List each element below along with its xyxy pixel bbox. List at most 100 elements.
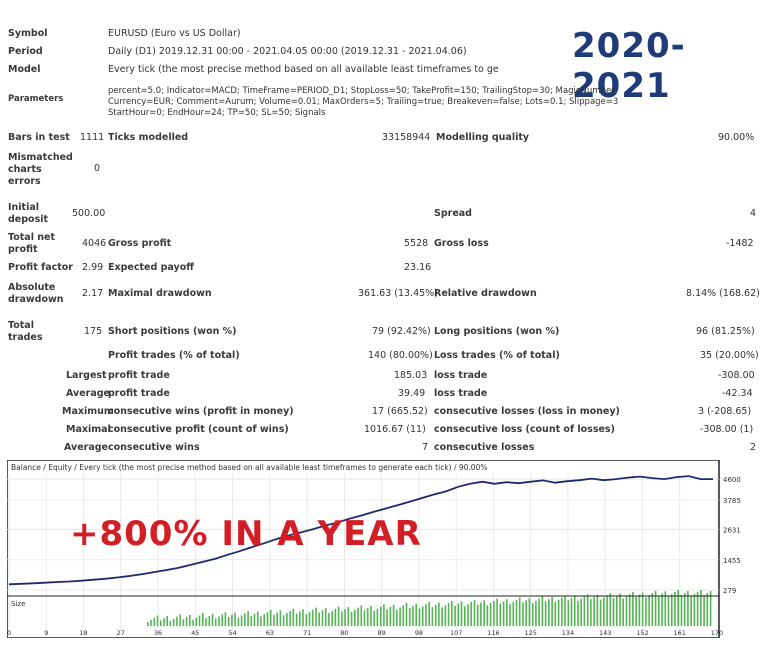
chart-grid <box>7 474 719 636</box>
volume-bar <box>402 605 405 626</box>
report-row-bars: Bars in test 1111 Ticks modelled 3315894… <box>8 132 754 143</box>
param-line: StartHour=0; EndHour=24; TP=50; SL=50; S… <box>108 108 326 118</box>
x-tick-label: 36 <box>154 629 162 637</box>
volume-bar <box>198 615 201 626</box>
volume-bar <box>318 612 320 626</box>
volume-bar <box>425 604 427 626</box>
volume-bar <box>182 619 185 626</box>
spread-label: Spread <box>434 208 472 219</box>
row-value-2: 185.03 <box>394 370 428 381</box>
volume-bar <box>525 600 527 626</box>
volume-bar <box>311 609 314 626</box>
row-value: EURUSD (Euro vs US Dollar) <box>108 28 241 39</box>
volume-bar <box>635 596 637 626</box>
volume-bar <box>253 613 256 626</box>
x-tick-label: 80 <box>340 629 348 637</box>
x-tick-label: 125 <box>524 629 536 637</box>
x-tick-label: 63 <box>266 629 274 637</box>
report-row-largest: Largest <box>66 370 107 381</box>
y-tick-label: 3785 <box>723 497 741 505</box>
volume-bar <box>172 618 175 626</box>
label-text: consecutive wins (profit in money) <box>108 406 294 417</box>
row-label-3: consecutive loss (count of losses) <box>434 424 615 435</box>
volume-bar <box>671 594 673 626</box>
report-row-symbol: Symbol EURUSD (Euro vs US Dollar) <box>8 28 241 39</box>
volume-bar <box>266 612 269 626</box>
volume-bar <box>328 613 330 626</box>
volume-bar <box>528 598 531 626</box>
volume-bar <box>467 604 469 626</box>
label-text: consecutive loss (count of losses) <box>434 424 615 435</box>
row-label: Mismatched charts errors <box>8 152 73 187</box>
volume-bar <box>641 592 644 626</box>
volume-bar <box>476 604 479 626</box>
row-label: Profit factor <box>8 262 73 273</box>
volume-bar <box>544 601 547 626</box>
volume-bar <box>405 603 408 626</box>
volume-bar <box>234 612 236 626</box>
row-label-2: Expected payoff <box>108 262 194 273</box>
param-line: Currency=EUR; Comment=Aurum; Volume=0.01… <box>108 97 619 107</box>
volume-bar <box>331 610 333 626</box>
row-value-2: 33158944 <box>382 132 431 143</box>
row-label-3: loss trade <box>434 370 487 381</box>
x-tick-label: 152 <box>636 629 648 637</box>
volume-bar <box>493 600 495 626</box>
volume-bar <box>147 622 149 626</box>
year-badge: 2020-2021 <box>572 26 686 106</box>
volume-bar <box>486 605 489 626</box>
volume-bar <box>696 592 699 626</box>
row-label-3: loss trade <box>434 388 487 399</box>
row-value-2: 5528 <box>404 238 429 249</box>
volume-bar <box>690 596 692 626</box>
volume-bar <box>447 603 450 626</box>
label-text: consecutive wins <box>108 442 200 453</box>
row-label: Absolute drawdown <box>8 282 64 305</box>
row-label: Symbol <box>8 28 48 39</box>
label-text: consecutive losses (loss in money) <box>434 406 620 417</box>
y-axis-labels: 4600 3785 2631 1455 279 <box>723 476 741 595</box>
row-value-3: -42.34 <box>722 388 753 399</box>
volume-bar <box>240 615 243 626</box>
volume-bar <box>548 599 550 626</box>
x-tick-label: 116 <box>487 629 499 637</box>
volume-bar <box>386 609 388 626</box>
volume-bar <box>192 619 194 626</box>
row-label: Average <box>64 442 108 453</box>
volume-bar <box>286 613 288 626</box>
row-value: Every tick (the most precise method base… <box>108 64 499 75</box>
volume-bar <box>515 599 518 626</box>
volume-bar <box>596 594 599 626</box>
label-text: Loss trades (% of total) <box>434 350 560 361</box>
volume-bar <box>586 594 589 626</box>
volume-bar <box>512 601 515 626</box>
volume-bar <box>674 592 676 626</box>
volume-bar <box>606 595 608 626</box>
spread-value: 4 <box>750 208 757 219</box>
volume-bar <box>609 593 612 626</box>
volume-bar <box>700 590 702 626</box>
volume-bar <box>580 598 582 626</box>
volume-bar <box>299 611 301 626</box>
volume-bar <box>269 609 272 626</box>
volume-bar <box>454 605 456 626</box>
volume-bar <box>522 602 524 626</box>
volume-bar <box>244 613 246 626</box>
row-label: Parameters <box>8 94 64 104</box>
volume-bar <box>593 596 595 626</box>
volume-bar <box>573 595 576 626</box>
volume-bar <box>176 616 178 626</box>
volume-bar <box>628 594 631 626</box>
volume-bar <box>302 609 304 626</box>
x-tick-label: 18 <box>79 629 87 637</box>
label-text: Gross loss <box>434 238 489 249</box>
x-tick-label: 9 <box>44 629 48 637</box>
report-row-average-cons: Average <box>64 442 108 453</box>
x-tick-label: 143 <box>599 629 611 637</box>
volume-bar <box>444 605 447 626</box>
row-value: 175 <box>84 326 103 337</box>
x-tick-label: 0 <box>7 629 11 637</box>
volume-bar <box>227 617 230 626</box>
volume-bar <box>347 607 350 626</box>
label-text: Gross profit <box>108 238 172 249</box>
